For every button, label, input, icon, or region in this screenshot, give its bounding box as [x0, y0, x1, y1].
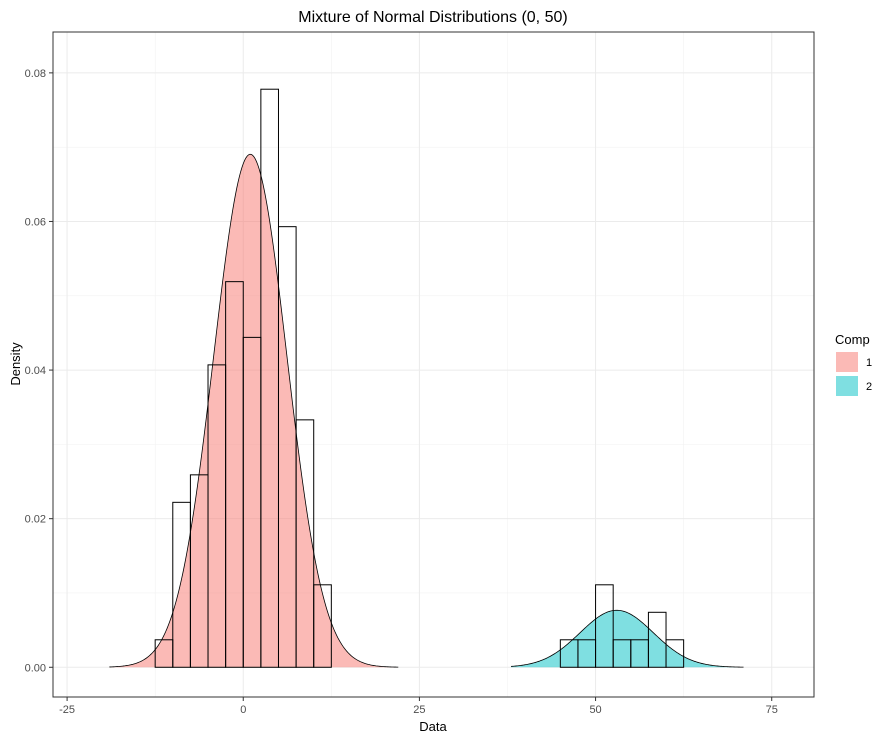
legend-title: Comp	[835, 332, 870, 347]
y-tick-label-3: 0.06	[25, 216, 46, 228]
density-area-comp-2	[511, 610, 744, 668]
legend-label-comp-2: 2	[866, 381, 872, 393]
chart-title: Mixture of Normal Distributions (0, 50)	[298, 9, 567, 26]
density-line-comp-2	[510, 609, 744, 668]
y-axis-title: Density	[8, 342, 23, 386]
density-curves	[109, 153, 744, 668]
x-tick-label-1: 0	[240, 704, 246, 716]
y-tick-label-1: 0.02	[25, 514, 46, 526]
hist-bar-8	[295, 419, 315, 668]
hist-bar-9	[313, 584, 332, 668]
x-axis-title: Data	[419, 719, 447, 734]
hist-bar-16	[665, 639, 685, 668]
x-tick-label-2: 25	[413, 704, 425, 716]
panel-border	[52, 31, 815, 698]
y-tick-label-2: 0.04	[25, 365, 46, 377]
legend-label-comp-1: 1	[866, 357, 872, 369]
legend: Comp 12	[835, 332, 872, 396]
legend-key-comp-1	[836, 352, 858, 372]
y-tick-label-0: 0.00	[25, 662, 46, 674]
density-area-comp-1	[109, 154, 399, 668]
panel-background	[53, 32, 814, 697]
x-tick-label-4: 75	[766, 704, 778, 716]
x-tick-label-3: 50	[589, 704, 601, 716]
legend-key-comp-2	[836, 376, 858, 396]
density-line-comp-1	[109, 153, 399, 668]
legend-items: 12	[836, 352, 872, 396]
y-tick-label-4: 0.08	[25, 68, 46, 80]
x-tick-label-0: -25	[59, 704, 75, 716]
hist-bar-12	[595, 584, 614, 668]
axis-ticks: -25 0 25 50 75 0.00 0.02 0.04 0.06 0.08	[25, 68, 778, 716]
histogram-bars	[154, 88, 685, 668]
